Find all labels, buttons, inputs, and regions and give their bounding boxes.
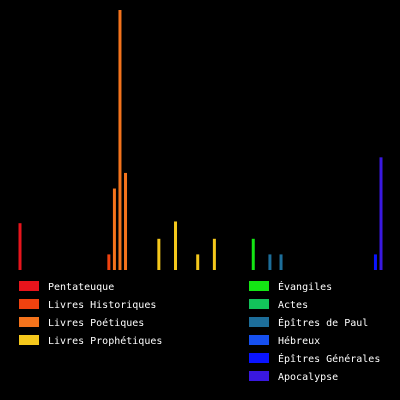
legend-item: Épîtres Générales	[249, 352, 380, 365]
bar	[268, 254, 272, 270]
legend-item: Évangiles	[249, 280, 332, 293]
legend-item: Livres Prophétiques	[19, 335, 162, 347]
bar	[112, 188, 116, 270]
legend-item: Hébreux	[249, 335, 320, 347]
legend-swatch	[19, 317, 39, 327]
legend-swatch	[19, 299, 39, 309]
bar	[196, 254, 200, 270]
bars-group	[18, 10, 383, 270]
legend-label: Apocalypse	[278, 372, 338, 383]
legend-item: Livres Poétiques	[19, 317, 144, 329]
legend-swatch	[249, 335, 269, 345]
bar	[379, 157, 383, 270]
bar	[373, 254, 377, 270]
legend-label: Livres Historiques	[48, 300, 156, 311]
legend-label: Actes	[278, 300, 308, 311]
legend-swatch	[249, 299, 269, 309]
legend-swatch	[249, 281, 269, 291]
legend-label: Évangiles	[278, 280, 332, 293]
legend-swatch	[19, 281, 39, 291]
legend-swatch	[249, 317, 269, 327]
bar	[279, 254, 283, 270]
legend-label: Livres Poétiques	[48, 317, 144, 329]
legend-swatch	[249, 353, 269, 363]
legend: Pentateuque Livres Historiques Livres Poét…	[19, 280, 380, 383]
legend-item: Épîtres de Paul	[249, 316, 368, 329]
legend-swatch	[19, 335, 39, 345]
bar	[157, 238, 161, 270]
legend-item: Livres Historiques	[19, 299, 156, 311]
bar	[18, 223, 22, 270]
legend-item: Apocalypse	[249, 371, 338, 383]
bar	[124, 172, 128, 270]
bar	[251, 238, 255, 270]
legend-label: Pentateuque	[48, 282, 114, 293]
legend-swatch	[249, 371, 269, 381]
legend-label: Hébreux	[278, 335, 320, 347]
bar	[212, 238, 216, 270]
bar	[174, 221, 178, 270]
legend-label: Épîtres de Paul	[278, 316, 368, 329]
bar	[107, 254, 111, 270]
legend-label: Livres Prophétiques	[48, 335, 162, 347]
bar	[118, 10, 122, 270]
legend-item: Actes	[249, 299, 308, 311]
legend-label: Épîtres Générales	[278, 352, 380, 365]
legend-item: Pentateuque	[19, 281, 114, 293]
